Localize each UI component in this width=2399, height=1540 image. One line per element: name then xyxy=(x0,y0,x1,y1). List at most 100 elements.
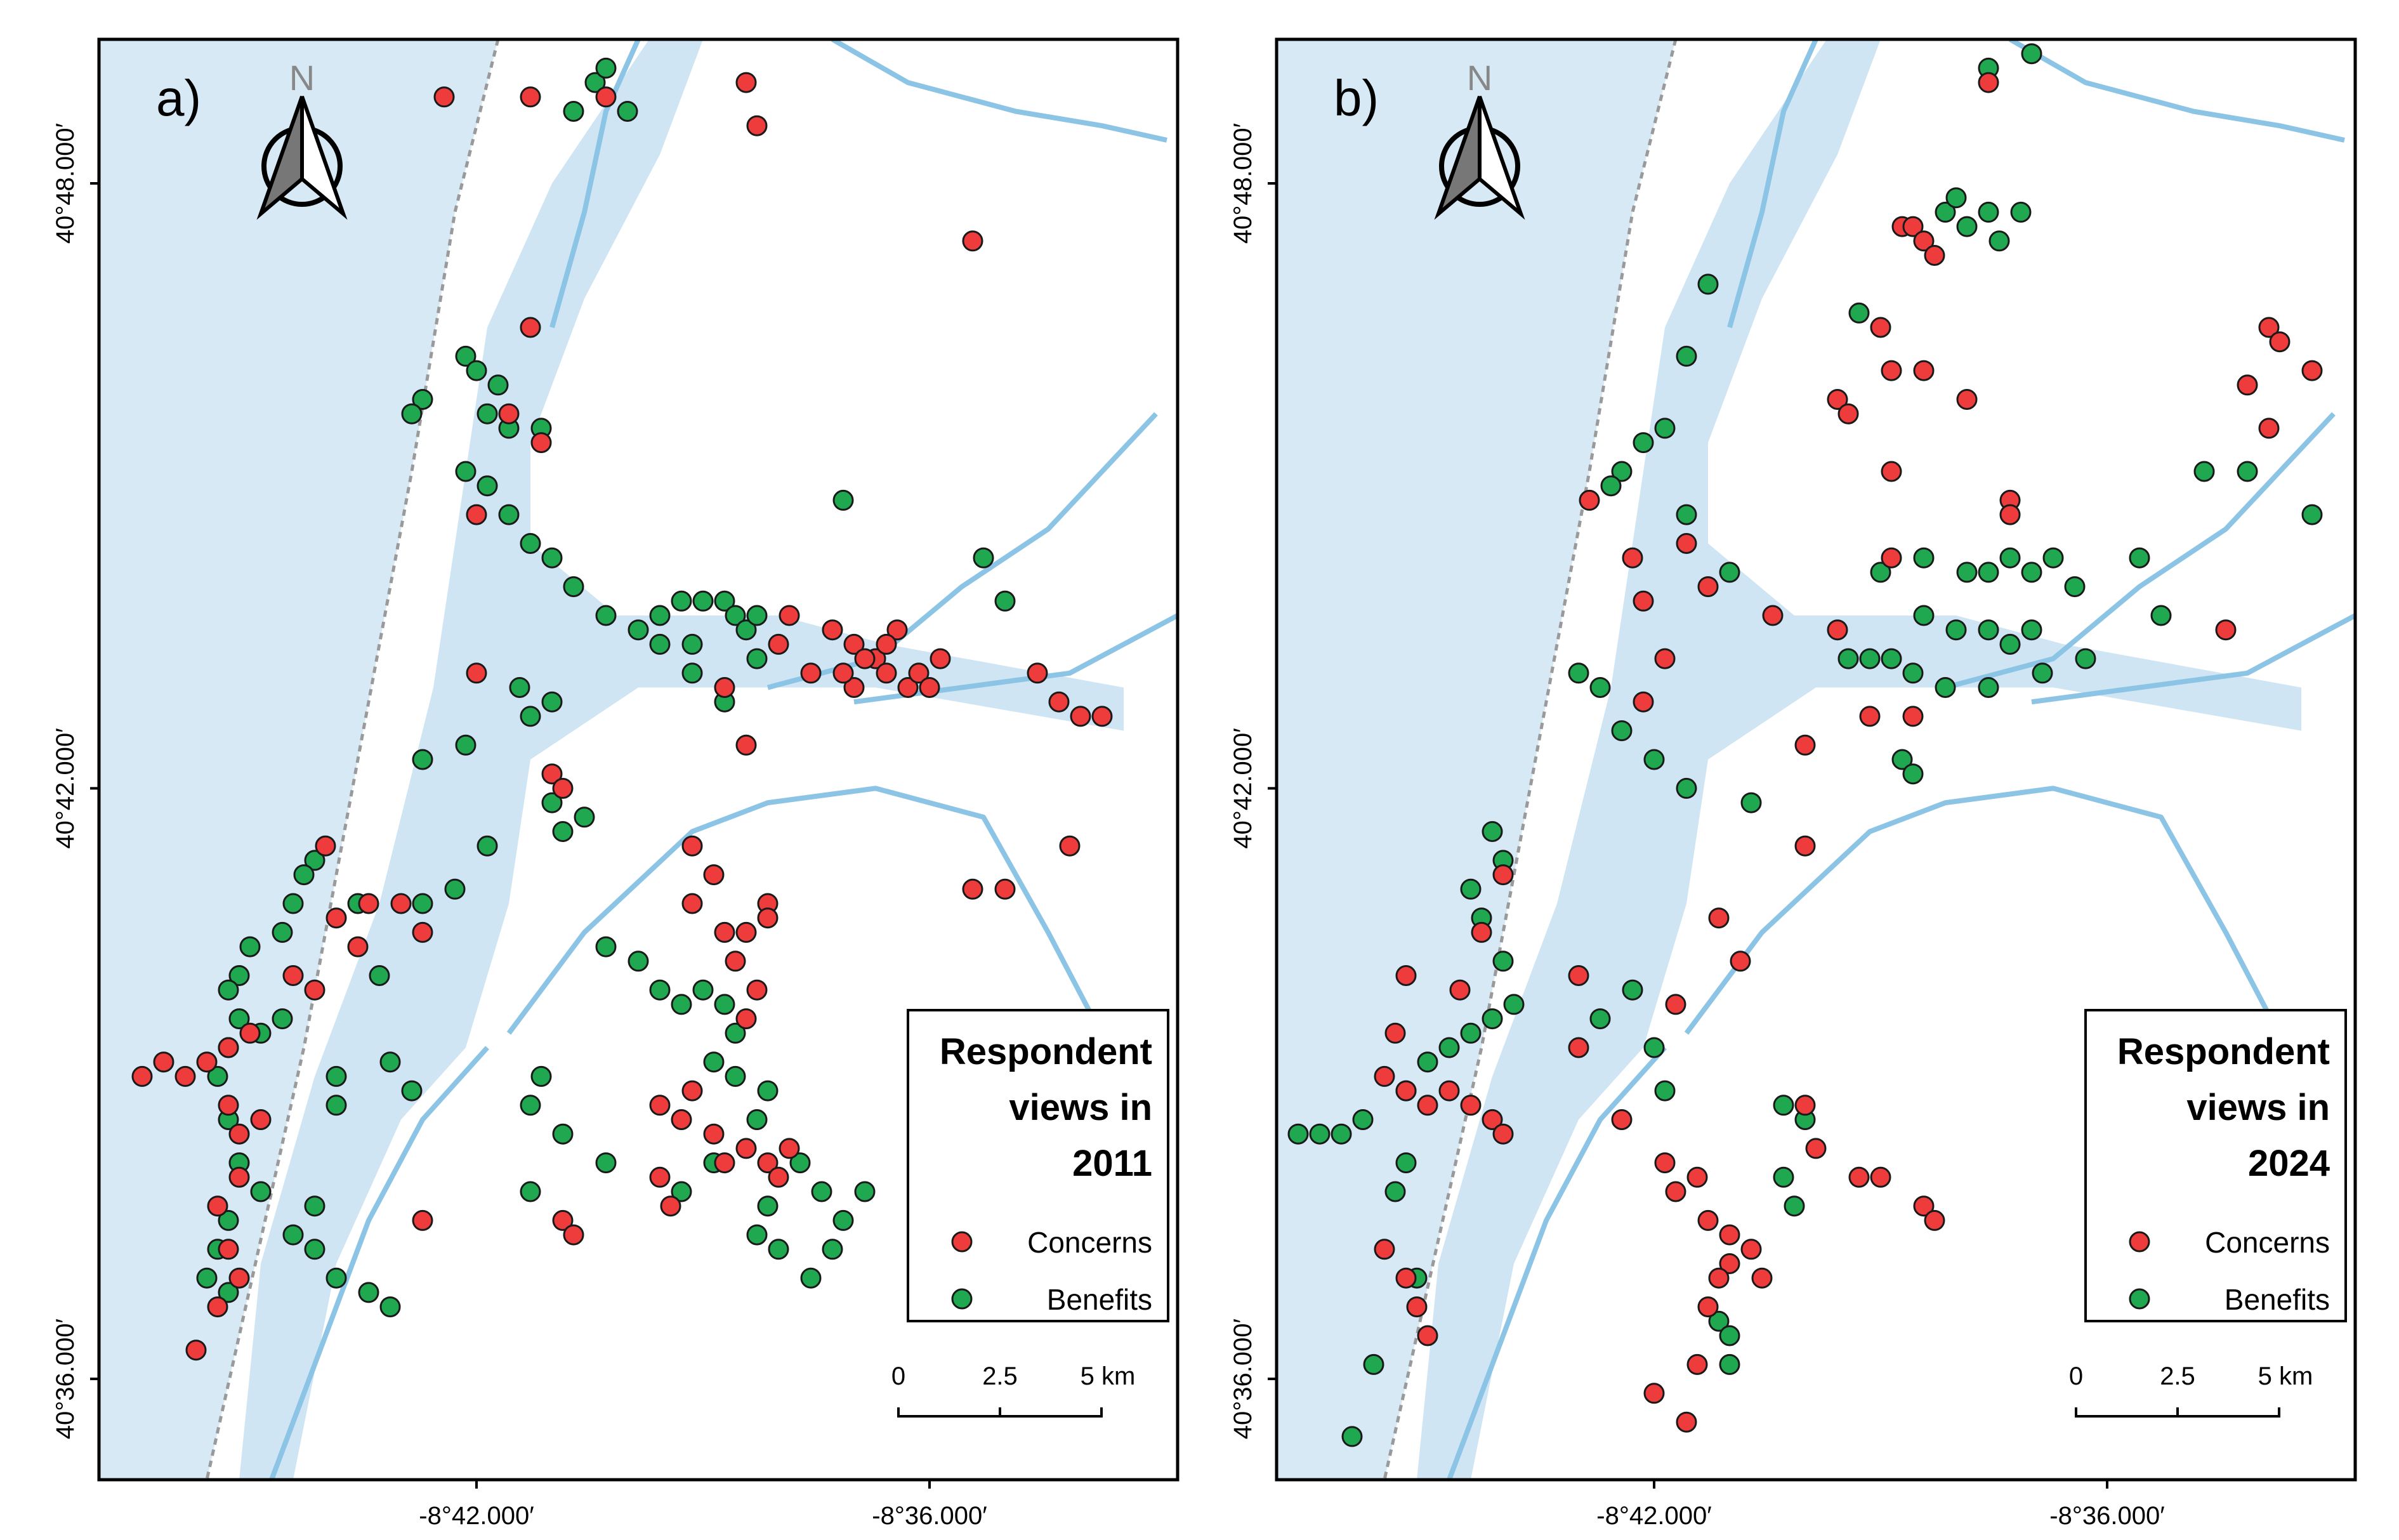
benefit-point xyxy=(477,403,498,424)
benefit-point xyxy=(1438,1037,1460,1058)
map-frame xyxy=(1275,37,2357,1482)
concern-point xyxy=(725,951,746,972)
scale-bar: 0 2.5 5 km xyxy=(2069,1362,2313,1418)
benefit-point xyxy=(412,389,433,410)
concern-point xyxy=(1902,706,1924,727)
benefit-point xyxy=(692,590,714,612)
concern-point xyxy=(185,1339,207,1361)
concern-point xyxy=(1697,1296,1719,1318)
benefit-point xyxy=(994,590,1016,612)
concern-point xyxy=(1697,576,1719,598)
benefit-point xyxy=(2042,547,2064,569)
legend-benefits-label: Benefits xyxy=(2225,1283,2330,1316)
y-tick-label: 40°42.000′ xyxy=(1229,728,1257,848)
benefit-point xyxy=(379,1296,401,1318)
concern-point xyxy=(315,835,336,857)
concern-point xyxy=(1913,1195,1935,1217)
benefit-point xyxy=(228,965,250,986)
concern-point xyxy=(250,1109,272,1130)
concern-point xyxy=(1395,1267,1417,1289)
concern-point xyxy=(1027,662,1048,684)
benefit-point xyxy=(1676,504,1697,525)
concern-point xyxy=(1665,1181,1686,1202)
concern-point xyxy=(1859,706,1881,727)
benefit-point xyxy=(1287,1123,1309,1145)
scale-label: 0 xyxy=(891,1362,905,1390)
concern-point xyxy=(1070,706,1091,727)
concern-point xyxy=(1999,504,2021,525)
benefit-point xyxy=(1956,562,1978,583)
benefit-point xyxy=(628,951,649,972)
concern-point xyxy=(218,1095,239,1116)
benefit-point xyxy=(1999,633,2021,655)
benefit-point xyxy=(1956,216,1978,237)
concern-point xyxy=(649,1166,671,1188)
river-line xyxy=(506,786,1126,1078)
concern-point xyxy=(218,1037,239,1058)
benefit-point xyxy=(1891,749,1913,770)
concern-point xyxy=(1643,1383,1665,1404)
concern-point xyxy=(466,662,487,684)
river-line xyxy=(831,39,1167,143)
scale-label: 0 xyxy=(2069,1362,2083,1390)
concern-point xyxy=(1719,1224,1740,1246)
coastline xyxy=(1383,39,1678,1480)
concern-point xyxy=(2301,360,2323,381)
benefit-point xyxy=(649,979,671,1001)
river-line xyxy=(2009,39,2345,143)
concern-point xyxy=(1406,1296,1428,1318)
lagoon-area xyxy=(1417,39,2301,1480)
benefit-point xyxy=(239,936,261,958)
benefit-point xyxy=(1309,1123,1331,1145)
benefit-point xyxy=(2010,201,2032,223)
concern-point xyxy=(908,662,930,684)
benefit-point xyxy=(1589,677,1611,698)
benefit-point xyxy=(692,979,714,1001)
benefit-point xyxy=(304,1239,325,1260)
north-label: N xyxy=(289,58,315,98)
concern-point xyxy=(714,1152,735,1174)
benefit-point xyxy=(477,475,498,497)
benefit-point xyxy=(1999,547,2021,569)
concern-point xyxy=(1870,317,1891,338)
river-line xyxy=(549,39,641,329)
benefit-point xyxy=(1611,461,1633,482)
benefit-point xyxy=(358,1282,379,1303)
x-tick-label: -8°36.000′ xyxy=(2049,1502,2164,1530)
benefit-point xyxy=(725,1022,746,1044)
concern-point xyxy=(520,86,541,108)
concern-point xyxy=(1827,389,1848,410)
river-line xyxy=(1447,1046,1667,1480)
benefit-point xyxy=(455,734,477,756)
benefit-point xyxy=(1837,648,1859,669)
concern-point xyxy=(1881,360,1902,381)
concern-point xyxy=(1579,489,1600,511)
benefit-point xyxy=(1935,677,1956,698)
concern-point xyxy=(1719,1253,1740,1274)
benefit-point xyxy=(1622,979,1643,1001)
legend-benefits-swatch xyxy=(2129,1288,2150,1310)
benefit-point xyxy=(725,1065,746,1087)
y-tick-label: 40°42.000′ xyxy=(51,728,79,848)
benefit-point xyxy=(379,1051,401,1073)
sea-area xyxy=(99,39,498,1480)
benefit-point xyxy=(1935,201,1956,223)
concern-point xyxy=(897,677,919,698)
concern-point xyxy=(207,1195,228,1217)
benefit-point xyxy=(746,1109,768,1130)
benefit-point xyxy=(541,691,563,713)
benefit-point xyxy=(1643,749,1665,770)
benefit-point xyxy=(1568,662,1589,684)
concern-point xyxy=(1417,1325,1438,1346)
benefit-point xyxy=(1773,1166,1794,1188)
benefit-point xyxy=(1719,562,1740,583)
benefit-point xyxy=(563,576,584,598)
concern-point xyxy=(2258,418,2280,439)
benefit-point xyxy=(735,619,757,641)
concern-point xyxy=(1805,1138,1827,1159)
concern-point xyxy=(1686,1353,1708,1375)
benefit-point xyxy=(1384,1181,1406,1202)
legend-benefits-swatch xyxy=(951,1288,973,1310)
benefit-point xyxy=(1363,1353,1384,1375)
concern-point xyxy=(1471,921,1492,943)
